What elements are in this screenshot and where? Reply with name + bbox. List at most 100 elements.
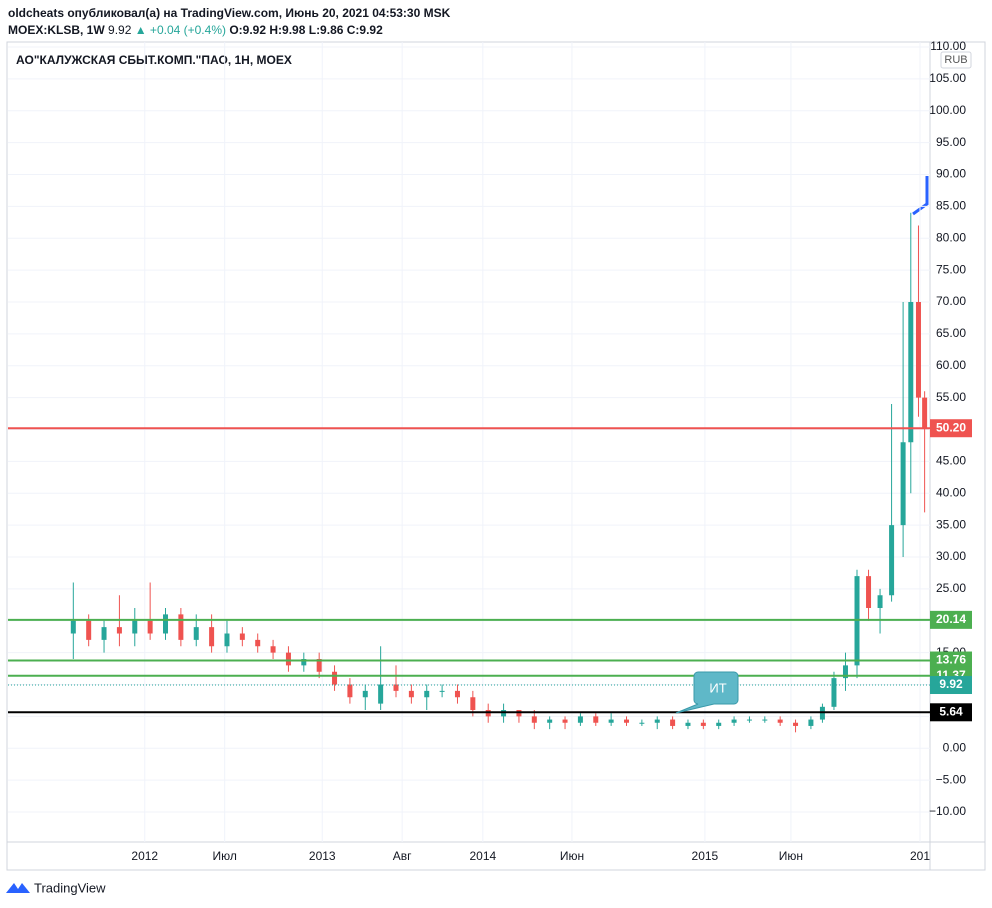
candle-body [239, 633, 245, 640]
x-tick-label: 2013 [309, 849, 336, 863]
y-tick-label: 55.00 [936, 390, 966, 404]
candle-body [731, 719, 737, 723]
candle-body [408, 690, 414, 698]
price-label: 20.14 [936, 612, 966, 626]
price-label-box [930, 703, 972, 722]
candle-body [685, 722, 691, 726]
y-tick-label: 110.00 [930, 39, 966, 53]
candle-body [70, 620, 76, 634]
candle-body [915, 302, 921, 398]
candle-body [531, 716, 537, 723]
candle-body [424, 690, 430, 698]
candle-body [670, 719, 676, 726]
price-label: 5.64 [939, 704, 963, 718]
candle-body [654, 719, 660, 723]
candle-body [593, 716, 599, 723]
price-label: 50.20 [936, 420, 966, 434]
last: 9.92 [108, 23, 132, 37]
candle-body [877, 595, 883, 608]
y-tick-label: 90.00 [936, 167, 966, 181]
candle-body [378, 684, 384, 704]
price-label: 13.76 [936, 653, 966, 667]
close: C:9.92 [346, 23, 383, 37]
candle-body [866, 576, 872, 608]
y-tick-label: 70.00 [936, 294, 966, 308]
y-tick-label: 65.00 [936, 326, 966, 340]
y-tick-label: 100.00 [929, 103, 966, 117]
y-tick-label: 75.00 [936, 262, 966, 276]
candle-body [362, 690, 368, 698]
price-label-box [930, 651, 972, 670]
chart-title: АО"КАЛУЖСКАЯ СБЫТ.КОМП."ПАО, 1Н, MOEX [16, 53, 292, 67]
price-label: 9.92 [939, 677, 963, 691]
candle-body [547, 719, 553, 723]
candle-body [562, 719, 568, 723]
candle-body [316, 659, 322, 672]
annotation: ИТ [675, 671, 739, 714]
y-tick-label: −5.00 [936, 772, 967, 786]
y-tick-label: 0.00 [943, 740, 967, 754]
candle-body [132, 620, 138, 634]
candle-body [86, 620, 92, 640]
candle-body [285, 652, 291, 666]
x-tick-label: Июн [560, 849, 584, 863]
candle-body [889, 525, 895, 596]
candle-body [270, 646, 276, 653]
candle-body [116, 627, 122, 634]
currency: RUB [944, 54, 967, 66]
annotation-bubble [675, 671, 739, 714]
candle-body [439, 690, 445, 692]
candle-body [209, 627, 215, 647]
price-label-box [930, 676, 972, 695]
quote-line: MOEX:KLSB, 1W 9.92 ▲ +0.04 (+0.4%) O:9.9… [8, 23, 383, 37]
candle-body [454, 690, 460, 698]
y-tick-label: 105.00 [929, 71, 966, 85]
candle-body [746, 719, 752, 721]
candle-body [608, 719, 614, 723]
y-tick-label: 60.00 [936, 358, 966, 372]
candle-body [347, 684, 353, 698]
x-tick-label: 2014 [469, 849, 496, 863]
candle-body [922, 397, 928, 429]
candle-body [793, 722, 799, 726]
candle-body [470, 697, 476, 710]
candle-body [842, 665, 848, 679]
candle-body [908, 302, 914, 443]
candle-body [301, 659, 307, 666]
y-tick-label: −10.00 [929, 804, 966, 818]
candle-body [700, 722, 706, 726]
x-tick-label: Июн [779, 849, 803, 863]
candle-body [624, 719, 630, 723]
x-tick-label: 2012 [131, 849, 158, 863]
x-tick-label: 2015 [692, 849, 719, 863]
open: O:9.92 [229, 23, 267, 37]
candle-body [193, 627, 199, 640]
candle-body [577, 716, 583, 723]
candle-body [255, 639, 261, 647]
change: ▲ +0.04 (+0.4%) [134, 23, 226, 37]
x-tick-label: Авг [393, 849, 412, 863]
y-tick-label: 85.00 [936, 199, 966, 213]
y-tick-label: 45.00 [936, 454, 966, 468]
currency-box [940, 51, 972, 69]
y-tick-label: 95.00 [936, 135, 966, 149]
logo-icon [6, 883, 30, 893]
candle-body [178, 614, 184, 640]
high: H:9.98 [269, 23, 306, 37]
brand: TradingView [34, 880, 106, 895]
publisher: oldcheats опубликовал(а) на TradingView.… [8, 6, 451, 20]
price-label-box [930, 419, 972, 438]
drawing [912, 176, 929, 216]
candle-body [777, 719, 783, 723]
candle-body [900, 442, 906, 526]
y-tick-label: 35.00 [936, 517, 966, 531]
annotation-text: ИТ [709, 680, 726, 695]
candle-body [163, 614, 169, 634]
candle-body [639, 722, 645, 724]
candle-body [224, 633, 230, 647]
candle-body [831, 678, 837, 707]
candle-body [393, 684, 399, 691]
candle-body [762, 719, 768, 721]
